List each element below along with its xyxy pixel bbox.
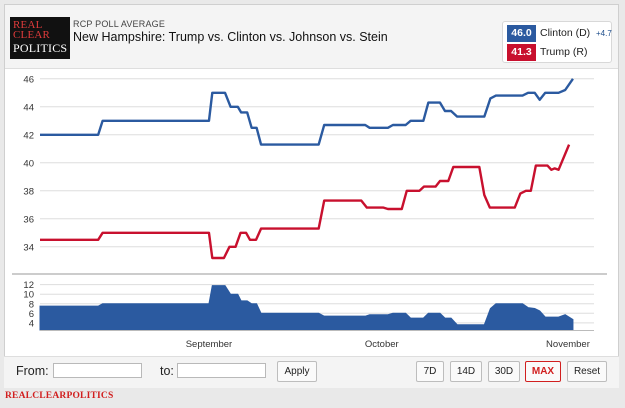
chart-legend: 46.0 Clinton (D) +4.7 41.3 Trump (R) [502, 21, 612, 63]
y-tick-label: 46 [23, 74, 34, 85]
range-30d-button[interactable]: 30D [488, 361, 520, 382]
y-tick-label: 38 [23, 186, 34, 197]
clinton-value-badge: 46.0 [507, 25, 536, 42]
clinton-line [40, 78, 574, 146]
trump-legend-label: Trump (R) [540, 46, 588, 58]
x-tick-label: October [365, 339, 399, 350]
trump-line [40, 144, 571, 260]
chart-kicker: RCP POLL AVERAGE [73, 19, 166, 29]
apply-button[interactable]: Apply [277, 361, 317, 382]
x-tick-label: September [186, 339, 232, 350]
y-tick-label: 44 [23, 102, 34, 113]
y-tick-label: 40 [23, 158, 34, 169]
logo-text-clear: CLEAR [13, 29, 51, 41]
footer-brand[interactable]: REALCLEARPOLITICS [5, 391, 114, 401]
spread-area [39, 285, 574, 331]
from-date-input[interactable] [53, 363, 142, 378]
clinton-legend-label: Clinton (D) [540, 27, 591, 39]
y-tick-label: 12 [23, 280, 34, 291]
rcp-logo[interactable]: REAL CLEAR POLITICS [10, 17, 70, 59]
to-date-input[interactable] [177, 363, 266, 378]
y-tick-label: 6 [29, 309, 34, 320]
y-tick-label: 36 [23, 214, 34, 225]
main-plot: 34 36 38 40 42 44 46 [12, 74, 607, 275]
date-range-controls: From: to: Apply 7D 14D 30D MAX Reset [4, 356, 619, 388]
chart-title: New Hampshire: Trump vs. Clinton vs. Joh… [73, 30, 388, 44]
logo-text-politics: POLITICS [13, 41, 68, 55]
legend-entry-trump[interactable]: 41.3 Trump (R) [507, 44, 611, 61]
y-tick-label: 34 [23, 242, 34, 253]
legend-entry-clinton[interactable]: 46.0 Clinton (D) +4.7 [507, 25, 612, 42]
y-tick-label: 42 [23, 130, 34, 141]
x-tick-label: November [546, 339, 590, 350]
chart-header: REAL CLEAR POLITICS RCP POLL AVERAGE New… [5, 5, 618, 69]
clinton-spread-label: +4.7 [596, 29, 612, 38]
y-tick-label: 4 [29, 318, 34, 329]
y-tick-label: 8 [29, 299, 34, 310]
logo-text-real: REAL [13, 19, 43, 31]
range-14d-button[interactable]: 14D [450, 361, 482, 382]
to-label: to: [160, 364, 174, 378]
reset-button[interactable]: Reset [567, 361, 607, 382]
from-label: From: [16, 364, 49, 378]
range-max-button[interactable]: MAX [525, 361, 561, 382]
range-7d-button[interactable]: 7D [416, 361, 444, 382]
trump-value-badge: 41.3 [507, 44, 536, 61]
y-tick-label: 10 [23, 290, 34, 301]
